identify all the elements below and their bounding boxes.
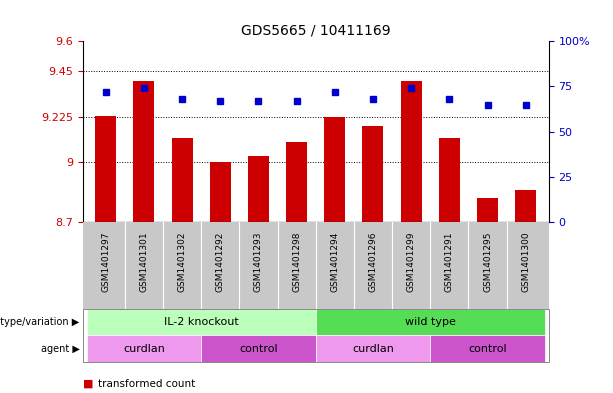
Text: genotype/variation ▶: genotype/variation ▶ bbox=[0, 317, 80, 327]
Text: GSM1401294: GSM1401294 bbox=[330, 231, 339, 292]
Text: wild type: wild type bbox=[405, 317, 455, 327]
Bar bbox=[362, 126, 384, 222]
Text: GSM1401299: GSM1401299 bbox=[406, 231, 416, 292]
Text: control: control bbox=[468, 343, 507, 354]
Bar bbox=[286, 142, 307, 222]
Bar bbox=[401, 81, 422, 222]
Text: GSM1401297: GSM1401297 bbox=[101, 231, 110, 292]
Bar bbox=[172, 138, 192, 222]
Bar bbox=[324, 117, 345, 222]
Bar bbox=[210, 162, 230, 222]
Bar bbox=[248, 156, 269, 222]
Text: GSM1401301: GSM1401301 bbox=[139, 231, 148, 292]
Text: GSM1401302: GSM1401302 bbox=[178, 231, 186, 292]
Text: GSM1401292: GSM1401292 bbox=[216, 231, 225, 292]
Bar bbox=[515, 190, 536, 222]
Bar bbox=[95, 116, 116, 222]
Text: ■: ■ bbox=[83, 378, 93, 389]
Text: GSM1401295: GSM1401295 bbox=[483, 231, 492, 292]
Text: transformed count: transformed count bbox=[98, 378, 196, 389]
Text: GSM1401300: GSM1401300 bbox=[521, 231, 530, 292]
Text: curdlan: curdlan bbox=[123, 343, 165, 354]
Text: GSM1401293: GSM1401293 bbox=[254, 231, 263, 292]
Text: IL-2 knockout: IL-2 knockout bbox=[164, 317, 238, 327]
Text: GSM1401291: GSM1401291 bbox=[445, 231, 454, 292]
Text: GSM1401298: GSM1401298 bbox=[292, 231, 301, 292]
Title: GDS5665 / 10411169: GDS5665 / 10411169 bbox=[241, 23, 390, 37]
Text: control: control bbox=[239, 343, 278, 354]
Text: GSM1401296: GSM1401296 bbox=[368, 231, 378, 292]
Bar bbox=[477, 198, 498, 222]
Bar bbox=[134, 81, 154, 222]
Text: curdlan: curdlan bbox=[352, 343, 394, 354]
Text: agent ▶: agent ▶ bbox=[41, 343, 80, 354]
Bar bbox=[439, 138, 460, 222]
